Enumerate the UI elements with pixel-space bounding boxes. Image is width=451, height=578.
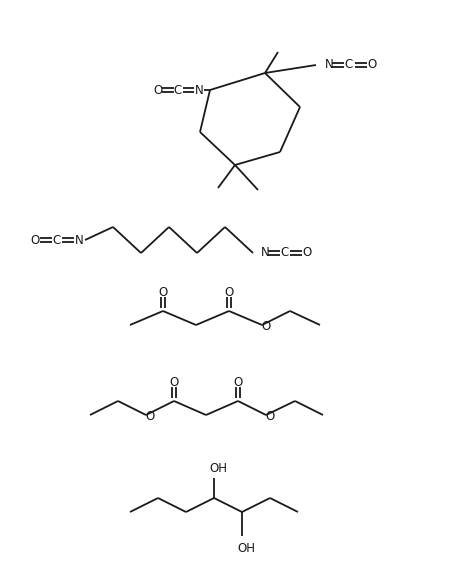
Text: OH: OH <box>236 542 254 554</box>
Text: OH: OH <box>208 461 226 475</box>
Text: O: O <box>233 376 242 390</box>
Text: N: N <box>260 246 269 260</box>
Text: O: O <box>169 376 178 390</box>
Text: C: C <box>280 246 289 260</box>
Text: N: N <box>324 58 333 72</box>
Text: O: O <box>145 410 154 424</box>
Text: O: O <box>224 287 233 299</box>
Text: O: O <box>265 410 274 424</box>
Text: O: O <box>261 320 270 332</box>
Text: O: O <box>158 287 167 299</box>
Text: O: O <box>153 83 162 97</box>
Text: N: N <box>194 83 203 97</box>
Text: O: O <box>302 246 311 260</box>
Text: N: N <box>74 234 83 246</box>
Text: O: O <box>367 58 376 72</box>
Text: O: O <box>30 234 40 246</box>
Text: C: C <box>174 83 182 97</box>
Text: C: C <box>344 58 352 72</box>
Text: C: C <box>53 234 61 246</box>
